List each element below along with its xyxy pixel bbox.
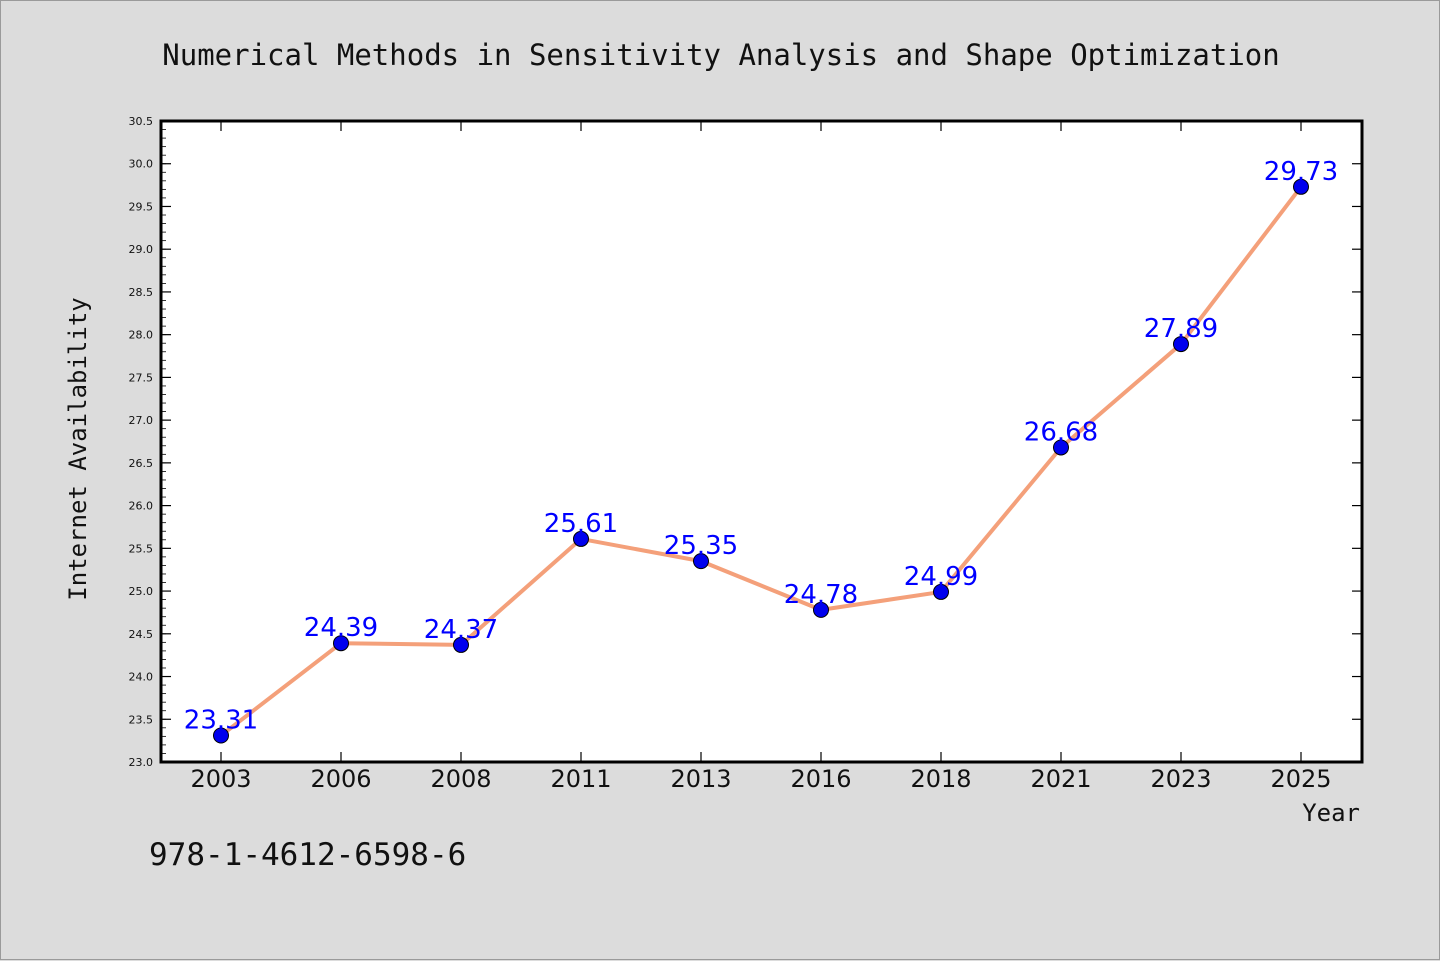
- y-tick-label: 30.0: [129, 158, 154, 171]
- data-point: [933, 583, 949, 600]
- y-tick-label: 23.0: [129, 756, 154, 769]
- data-label: 24.39: [304, 613, 378, 643]
- y-tick-label: 24.5: [129, 628, 154, 641]
- y-tick-label: 23.5: [129, 713, 154, 726]
- data-label: 24.78: [784, 580, 858, 610]
- y-axis-label: Internet Availability: [64, 297, 92, 600]
- data-point: [333, 635, 349, 652]
- y-tick-label: 27.5: [129, 371, 154, 384]
- x-tick-label: 2021: [1030, 765, 1091, 793]
- x-tick-label: 2025: [1270, 765, 1331, 793]
- data-point: [693, 553, 709, 570]
- data-label: 25.35: [664, 531, 738, 561]
- data-point: [213, 727, 229, 744]
- x-tick-label: 2008: [430, 765, 491, 793]
- x-tick-label: 2016: [790, 765, 851, 793]
- y-tick-label: 30.5: [129, 115, 154, 128]
- data-label: 23.31: [184, 706, 258, 736]
- x-tick-label: 2003: [190, 765, 251, 793]
- data-point: [1053, 439, 1069, 456]
- y-tick-label: 29.5: [129, 200, 154, 213]
- y-tick-label: 29.0: [129, 243, 154, 256]
- y-tick-label: 24.0: [129, 671, 154, 684]
- x-tick-label: 2006: [310, 765, 371, 793]
- y-axis-ticks: 23.0 23.5 24.0 24.5 25.0 25.5 26.0 26.5 27.0 27.5…: [129, 115, 1362, 769]
- y-tick-label: 28.0: [129, 329, 154, 342]
- data-point: [1173, 336, 1189, 353]
- y-tick-label: 28.5: [129, 286, 154, 299]
- data-label: 26.68: [1024, 417, 1098, 447]
- x-tick-label: 2018: [910, 765, 971, 793]
- x-axis-label: Year: [1302, 799, 1360, 827]
- isbn-annotation: 978-1-4612-6598-6: [149, 837, 466, 873]
- y-tick-label: 27.0: [129, 414, 154, 427]
- x-tick-label: 2013: [670, 765, 731, 793]
- data-label: 24.37: [424, 615, 498, 645]
- data-label: 27.89: [1144, 314, 1218, 344]
- data-point: [573, 530, 589, 547]
- y-tick-label: 25.5: [129, 542, 154, 555]
- data-label: 25.61: [544, 509, 618, 539]
- y-tick-label: 25.0: [129, 585, 154, 598]
- series-group: 23.31 24.39 24.37 25.61 25.35 24.78 24.99 26.68…: [184, 157, 1338, 744]
- chart-title: Numerical Methods in Sensitivity Analysi…: [162, 38, 1279, 72]
- data-label: 29.73: [1264, 157, 1338, 187]
- plot-area: [159, 119, 1364, 764]
- data-point: [1293, 178, 1309, 195]
- series-line: [219, 185, 1303, 738]
- y-tick-label: 26.5: [129, 457, 154, 470]
- data-point: [813, 601, 829, 618]
- data-point: [453, 636, 469, 653]
- data-label: 24.99: [904, 562, 978, 592]
- y-tick-label: 26.0: [129, 500, 154, 513]
- x-axis-ticks: 2003 2006 2008 2011 2013 2016 2018 2021 2023 2025: [190, 121, 1332, 793]
- x-tick-label: 2011: [550, 765, 611, 793]
- x-tick-label: 2023: [1150, 765, 1211, 793]
